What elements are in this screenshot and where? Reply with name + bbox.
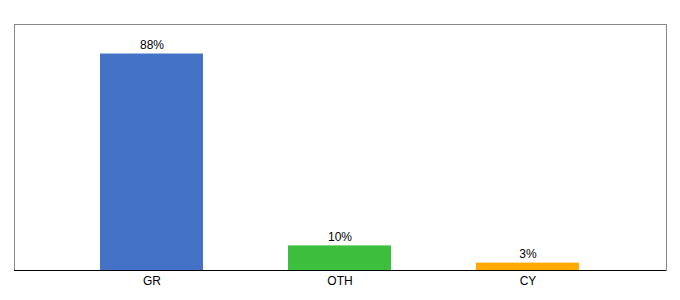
svg-text:GR: GR [143,274,161,288]
svg-text:88%: 88% [140,38,164,52]
svg-text:3%: 3% [519,247,537,261]
svg-text:OTH: OTH [327,274,352,288]
svg-text:10%: 10% [328,230,352,244]
svg-text:CY: CY [520,274,537,288]
